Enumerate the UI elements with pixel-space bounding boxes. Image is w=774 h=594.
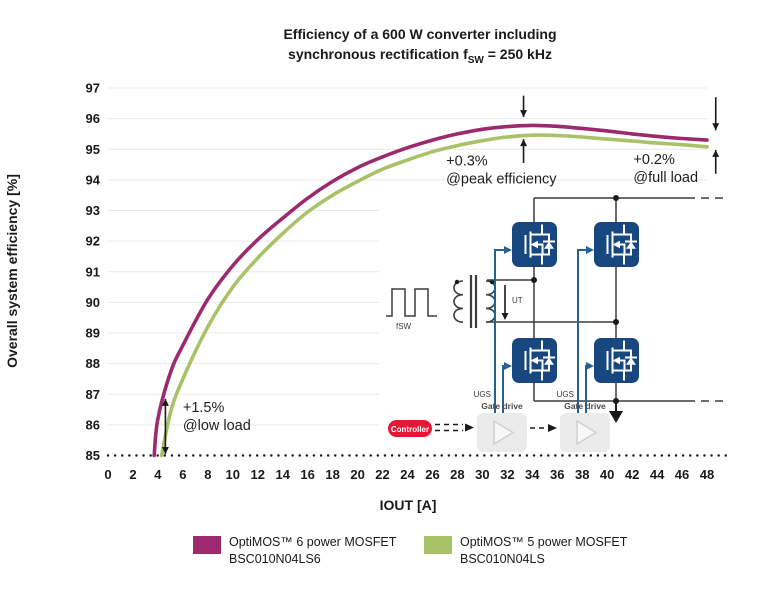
ground-arrow-icon — [609, 401, 623, 423]
gate-drive-label: Gate drive — [481, 401, 523, 411]
y-axis-label: Overall system efficiency [%] — [4, 174, 20, 368]
ugs-label: UGS — [557, 390, 574, 399]
y-tick-label: 94 — [86, 172, 101, 187]
x-tick-label: 24 — [400, 467, 415, 482]
circuit-inset: fSW — [379, 191, 731, 452]
mosfet-bottom-left — [511, 337, 558, 384]
mosfet-top-right — [593, 221, 640, 268]
x-tick-label: 28 — [450, 467, 464, 482]
gate-drive-label: Gate drive — [564, 401, 606, 411]
y-tick-label: 97 — [86, 81, 100, 96]
y-tick-label: 90 — [86, 295, 100, 310]
annotation-text: +1.5% — [183, 400, 225, 416]
x-tick-label: 44 — [650, 467, 665, 482]
chart-title-line2: synchronous rectification fSW = 250 kHz — [288, 46, 552, 66]
y-tick-label: 96 — [86, 111, 100, 126]
chart-title-line1: Efficiency of a 600 W converter includin… — [283, 26, 557, 42]
x-tick-label: 0 — [104, 467, 111, 482]
ugs-label: UGS — [474, 390, 491, 399]
x-tick-label: 18 — [325, 467, 339, 482]
y-tick-label: 91 — [86, 264, 100, 279]
x-tick-label: 8 — [204, 467, 211, 482]
annotation-full-load: +0.2% @full load — [633, 97, 720, 186]
x-tick-label: 16 — [300, 467, 314, 482]
x-tick-label: 32 — [500, 467, 514, 482]
x-tick-label: 30 — [475, 467, 489, 482]
y-tick-label: 95 — [86, 142, 100, 157]
legend-swatch-green — [424, 536, 452, 554]
control-arrowhead — [548, 424, 557, 432]
x-tick-label: 40 — [600, 467, 614, 482]
y-tick-label: 92 — [86, 234, 100, 249]
annotation-arrowhead — [520, 110, 528, 118]
annotation-text: +0.3% — [446, 153, 488, 169]
x-tick-label: 42 — [625, 467, 639, 482]
x-tick-label: 6 — [179, 467, 186, 482]
control-signal-dashes — [435, 423, 549, 432]
x-tick-label: 12 — [251, 467, 265, 482]
x-tick-label: 46 — [675, 467, 689, 482]
ut-label: UT — [512, 296, 523, 305]
chart-title: Efficiency of a 600 W converter includin… — [147, 24, 693, 71]
y-tick-label: 87 — [86, 387, 100, 402]
annotation-text: +0.2% — [633, 152, 675, 168]
annotation-text: @peak efficiency — [446, 171, 557, 187]
x-tick-label: 36 — [550, 467, 564, 482]
x-tick-label: 38 — [575, 467, 589, 482]
legend-item-optimos5: OptiMOS™ 5 power MOSFET BSC010N04LS — [424, 534, 627, 568]
y-tick-label: 85 — [86, 448, 100, 463]
control-arrowhead — [465, 423, 474, 432]
annotation-arrowhead — [520, 139, 528, 147]
fsw-label: fSW — [396, 322, 412, 331]
y-tick-label: 88 — [86, 356, 100, 371]
mosfet-top-left — [511, 221, 558, 268]
annotation-low-load: +1.5% @low load — [161, 398, 251, 454]
junction-dot — [613, 319, 619, 325]
legend-label: OptiMOS™ 5 power MOSFET — [460, 535, 628, 549]
x-tick-label: 48 — [700, 467, 714, 482]
x-tick-label: 26 — [425, 467, 439, 482]
legend-swatch-magenta — [193, 536, 221, 554]
annotation-arrowhead — [712, 123, 720, 131]
buffer-triangle-icon — [576, 419, 598, 446]
y-tick-label: 89 — [86, 326, 100, 341]
x-axis-label: IOUT [A] — [379, 497, 437, 513]
annotation-peak-efficiency: +0.3% @peak efficiency — [446, 95, 557, 187]
annotation-text: @full load — [633, 170, 698, 186]
annotation-arrowhead — [161, 446, 169, 454]
junction-dot — [531, 277, 537, 283]
junction-dot — [613, 195, 619, 201]
legend-label-part: BSC010N04LS6 — [229, 552, 321, 566]
controller-box — [388, 420, 432, 437]
x-tick-label: 14 — [275, 467, 290, 482]
buffer-triangle-icon — [493, 419, 515, 446]
x-tick-label: 34 — [525, 467, 540, 482]
x-tick-label: 22 — [375, 467, 389, 482]
annotation-text: @low load — [183, 418, 251, 434]
y-tick-label: 86 — [86, 417, 100, 432]
square-wave-icon — [386, 288, 437, 317]
legend-label-part: BSC010N04LS — [460, 552, 545, 566]
mosfet-bottom-right — [593, 337, 640, 384]
x-tick-label: 20 — [350, 467, 364, 482]
annotation-arrowhead — [161, 398, 169, 406]
legend-label: OptiMOS™ 6 power MOSFET — [229, 535, 397, 549]
gate-signal-arrowheads — [504, 246, 594, 370]
y-tick-label: 93 — [86, 203, 100, 218]
legend-item-optimos6: OptiMOS™ 6 power MOSFET BSC010N04LS6 — [193, 534, 396, 568]
x-tick-label: 4 — [154, 467, 162, 482]
series-curve-0 — [152, 123, 709, 458]
ut-arrow-icon — [501, 285, 509, 320]
x-tick-label: 10 — [226, 467, 240, 482]
annotation-arrowhead — [712, 149, 720, 157]
controller-label: Controller — [391, 425, 429, 434]
series-curve-1 — [159, 133, 709, 458]
x-tick-label: 2 — [129, 467, 136, 482]
